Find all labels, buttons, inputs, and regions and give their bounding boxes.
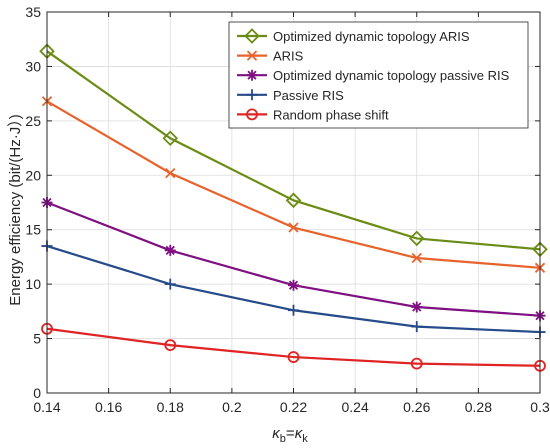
x-axis-label: κb=κk [272,425,308,445]
y-tick-label: 5 [33,331,41,347]
legend-item: Optimized dynamic topology ARIS [237,28,470,44]
data-point-diamond [162,130,179,147]
diamond-marker-shape [285,192,302,209]
x-tick-label: 0.26 [403,399,430,415]
series-diamond-0 [39,43,548,258]
x-marker-shape [165,167,176,179]
x-tick-label: 0.3 [530,399,550,415]
y-tick-label: 30 [25,58,41,74]
diamond-marker-shape [408,230,425,247]
data-point-plus [164,278,176,290]
data-point-plus [288,304,299,316]
asterisk-marker-shape [288,279,299,291]
x-label-kappa-2: κ [295,425,304,442]
x-marker-shape [411,252,422,264]
x-tick-label: 0.14 [33,399,60,415]
data-point-circle [287,351,300,363]
legend-label: Optimized dynamic topology ARIS [273,29,470,44]
legend-item: Random phase shift [237,107,389,122]
x-label-equals: = [286,425,295,442]
x-label-sub-b: b [280,433,286,445]
legend-label: Passive RIS [273,88,344,103]
x-marker-shape [288,222,299,233]
x-label-kappa-1: κ [272,425,281,442]
plus-marker-shape [246,89,258,101]
axis-ticks: 0.14 0.16 0.18 0.2 0.22 0.24 0.26 0.28 0.3 0 5 10 15… [25,4,550,415]
x-marker-shape [246,50,258,61]
y-tick-label: 10 [25,276,41,292]
legend-label: Random phase shift [273,107,389,122]
data-point-circle [164,339,177,352]
plus-marker-shape [288,304,299,316]
x-tick-label: 0.18 [157,399,184,415]
data-point-diamond [408,230,425,247]
x-tick-label: 0.2 [222,399,242,415]
legend-marker [244,28,260,44]
legend-marker [246,69,258,81]
y-tick-label: 35 [25,4,41,20]
x-tick-label: 0.28 [465,399,492,415]
plus-marker-shape [164,278,176,290]
y-tick-label: 15 [25,222,41,238]
series-line [46,50,541,251]
data-point-x [411,252,422,264]
legend-item: Optimized dynamic topology passive RIS [237,68,510,83]
legend-item: Passive RIS [237,88,344,103]
data-point-diamond [285,192,302,209]
y-tick-label: 0 [33,385,41,401]
legend: Optimized dynamic topology ARIS ARIS Optim… [228,21,529,129]
diamond-marker-shape [162,130,179,147]
series-line [46,327,541,367]
data-point-x [288,222,299,233]
circle-marker-shape [287,351,300,363]
circle-marker-shape [246,108,258,121]
y-tick-label: 20 [25,167,41,183]
x-tick-label: 0.24 [342,399,369,415]
data-point-plus [411,321,423,333]
x-label-sub-k: k [302,433,308,445]
legend-label: ARIS [273,49,304,64]
asterisk-marker-shape [164,244,176,256]
plus-marker-shape [411,321,423,333]
x-tick-label: 0.16 [95,399,122,415]
asterisk-marker-shape [246,69,258,81]
circle-marker-shape [164,339,177,352]
data-point-asterisk [411,301,423,313]
legend-marker [246,89,258,101]
legend-item: ARIS [237,49,304,64]
data-point-asterisk [164,244,176,256]
data-point-circle [410,357,423,370]
legend-box [228,21,529,129]
legend-marker [246,108,258,121]
legend-label: Optimized dynamic topology passive RIS [273,68,510,83]
legend-marker [246,50,258,61]
y-tick-label: 25 [25,113,41,129]
series-plus-3 [41,240,546,338]
data-point-x [165,167,176,179]
diamond-marker-shape [244,28,260,44]
y-axis-label: Energy efficiency (bit/(Hz·J）) [7,114,24,305]
x-tick-label: 0.22 [280,399,307,415]
asterisk-marker-shape [411,301,423,313]
circle-marker-shape [410,357,423,370]
data-point-asterisk [288,279,299,291]
